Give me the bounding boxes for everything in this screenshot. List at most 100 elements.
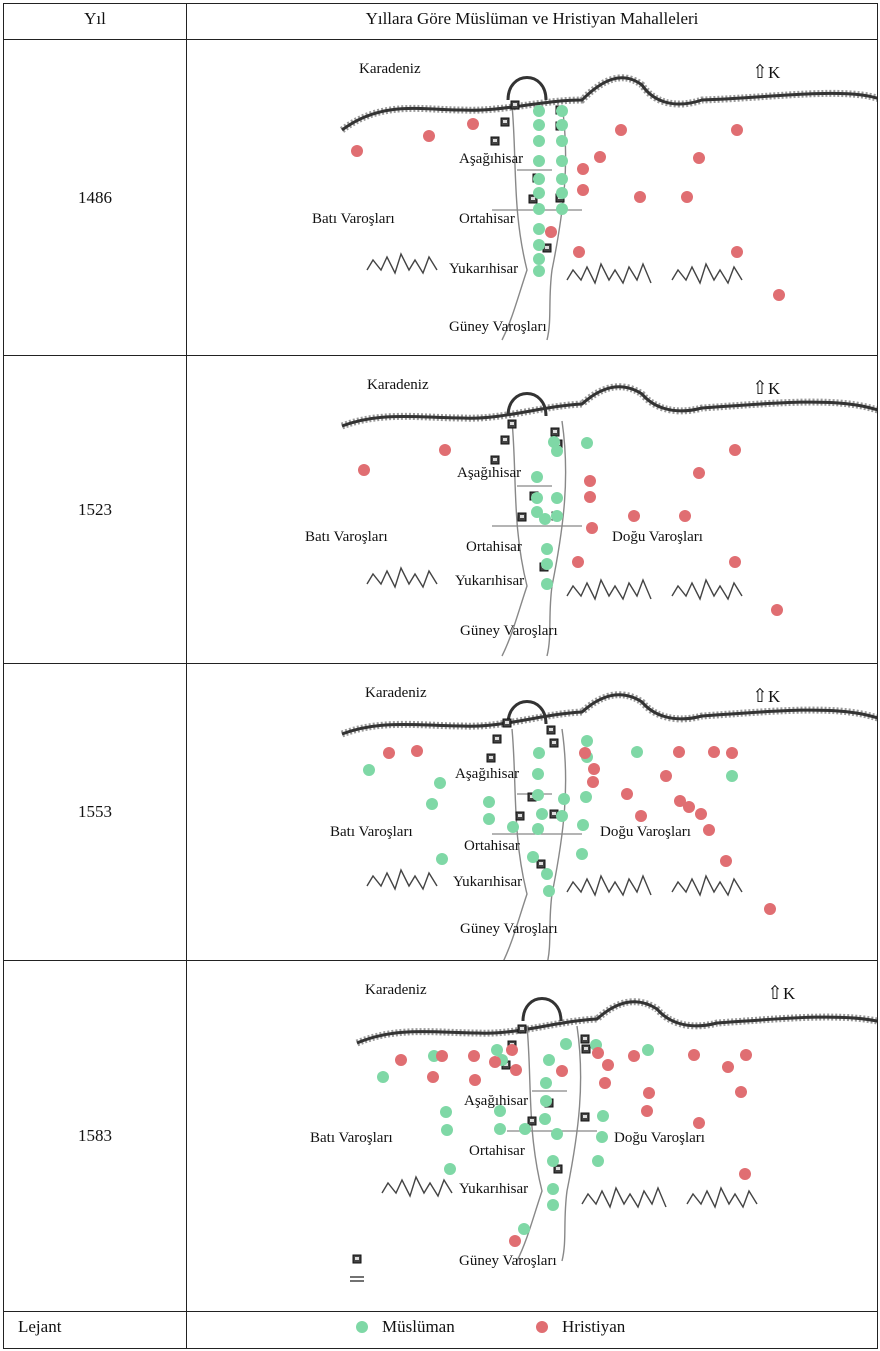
muslim-neighborhood-dot [533, 187, 545, 199]
christian-neighborhood-dot [587, 776, 599, 788]
mountain-range [566, 262, 652, 285]
muslim-neighborhood-dot [556, 135, 568, 147]
label-karadeniz: Karadeniz [367, 377, 429, 393]
christian-neighborhood-dot [773, 289, 785, 301]
muslim-neighborhood-dot [527, 851, 539, 863]
castle-arch [521, 997, 563, 1022]
muslim-neighborhood-dot [531, 471, 543, 483]
label-yukarihisar: Yukarıhisar [449, 261, 518, 277]
label-dogu-varoslari: Doğu Varoşları [612, 529, 703, 545]
castle-tower-window [584, 1047, 588, 1050]
muslim-neighborhood-dot [440, 1106, 452, 1118]
christian-neighborhood-dot [695, 808, 707, 820]
castle-tower-window [503, 438, 507, 441]
muslim-neighborhood-dot [541, 578, 553, 590]
muslim-neighborhood-dot [434, 777, 446, 789]
christian-neighborhood-dot [683, 801, 695, 813]
map-group: ⇧ K Karadeniz Aşağıhisar Ortahisar Yukarıhisa… [305, 377, 877, 657]
muslim-neighborhood-dot [518, 1223, 530, 1235]
christian-neighborhood-dot [720, 855, 732, 867]
muslim-neighborhood-dot [556, 119, 568, 131]
bridge-icon [350, 1276, 364, 1282]
christian-neighborhood-dot [722, 1061, 734, 1073]
muslim-neighborhood-dot [519, 1123, 531, 1135]
label-karadeniz: Karadeniz [365, 685, 427, 701]
christian-neighborhood-dot [586, 522, 598, 534]
christian-neighborhood-dot [584, 491, 596, 503]
muslim-neighborhood-dot [532, 768, 544, 780]
castle-tower-window [513, 103, 517, 106]
label-asagihisar: Aşağıhisar [464, 1093, 528, 1109]
christian-neighborhood-dot [621, 788, 633, 800]
rule [4, 355, 877, 356]
muslim-neighborhood-dot [577, 819, 589, 831]
cross-wall [492, 485, 582, 527]
christian-neighborhood-dot [545, 226, 557, 238]
muslim-neighborhood-dot [532, 789, 544, 801]
christian-neighborhood-dot [693, 467, 705, 479]
muslim-neighborhood-dot [551, 445, 563, 457]
muslim-neighborhood-dot [541, 543, 553, 555]
muslim-neighborhood-dot [580, 791, 592, 803]
christian-neighborhood-dot [577, 163, 589, 175]
christian-neighborhood-dot [679, 510, 691, 522]
christian-neighborhood-dot [573, 246, 585, 258]
castle-tower-window [539, 862, 543, 865]
neighborhood-table: Yıl Yıllara Göre Müslüman ve Hristiyan M… [3, 3, 878, 1349]
castle-tower-window [545, 246, 549, 249]
legend-muslim-label: Müslüman [382, 1317, 455, 1336]
rule [4, 1311, 877, 1312]
muslim-neighborhood-dot [533, 747, 545, 759]
christian-neighborhood-dot [594, 151, 606, 163]
label-asagihisar: Aşağıhisar [455, 766, 519, 782]
map-group: ⇧ K Karadeniz Aşağıhisar Ortahisar Yukarıhisa… [330, 685, 877, 960]
muslim-neighborhood-dot [483, 796, 495, 808]
map-1553: ⇧ K Karadeniz Aşağıhisar Ortahisar Yukarıhisa… [330, 685, 877, 960]
christian-neighborhood-dot [468, 1050, 480, 1062]
christian-neighborhood-dot [506, 1044, 518, 1056]
muslim-neighborhood-dot [547, 1155, 559, 1167]
mountain-range [366, 868, 438, 891]
castle-tower-window [503, 120, 507, 123]
muslim-neighborhood-dot [533, 135, 545, 147]
christian-neighborhood-dot [395, 1054, 407, 1066]
map-1523: ⇧ K Karadeniz Aşağıhisar Ortahisar Yukarıhisa… [305, 377, 877, 657]
castle-tower-window [520, 1027, 524, 1030]
muslim-neighborhood-dot [507, 821, 519, 833]
wall-east [547, 728, 567, 960]
muslim-neighborhood-dot [532, 823, 544, 835]
christian-neighborhood-dot [693, 152, 705, 164]
christian-neighborhood-dot [351, 145, 363, 157]
christian-neighborhood-dot [383, 747, 395, 759]
coastline [341, 76, 877, 132]
mountain-range [566, 874, 652, 897]
christian-neighborhood-dot [628, 1050, 640, 1062]
christian-neighborhood-dot [509, 1235, 521, 1247]
christian-neighborhood-dot [467, 118, 479, 130]
column-divider [186, 3, 187, 1349]
christian-neighborhood-dot [726, 747, 738, 759]
wall-west [501, 420, 528, 657]
muslim-neighborhood-dot [494, 1123, 506, 1135]
muslim-neighborhood-dot [576, 848, 588, 860]
north-arrow-icon: ⇧ [767, 983, 783, 1004]
header-year: Yıl [84, 9, 106, 28]
rule [4, 663, 877, 664]
christian-neighborhood-dot [731, 246, 743, 258]
north-label: K [768, 63, 781, 82]
castle-arch [506, 700, 548, 725]
mountain-range [366, 566, 438, 589]
label-ortahisar: Ortahisar [469, 1143, 525, 1159]
christian-neighborhood-dot [681, 191, 693, 203]
christian-marker-icon [536, 1321, 548, 1333]
christian-neighborhood-dot [427, 1071, 439, 1083]
castle-tower-window [493, 458, 497, 461]
muslim-neighborhood-dot [533, 265, 545, 277]
christian-neighborhood-dot [731, 124, 743, 136]
label-karadeniz: Karadeniz [359, 61, 421, 77]
muslim-neighborhood-dot [533, 239, 545, 251]
map-1583: ⇧ K Karadeniz Aşağıhisar Ortahisar Yukarıhisa… [310, 982, 877, 1282]
christian-neighborhood-dot [628, 510, 640, 522]
christian-neighborhood-dot [572, 556, 584, 568]
mountain-range [381, 1175, 453, 1198]
